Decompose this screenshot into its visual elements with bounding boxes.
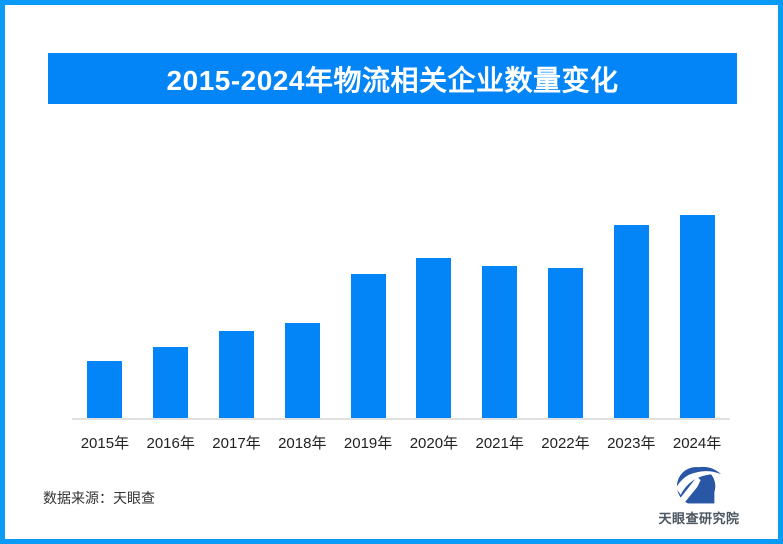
x-tick-label-2019: 2019年 (343, 435, 393, 452)
page-title: 2015-2024年物流相关企业数量变化 (166, 64, 619, 96)
bar-2021 (482, 266, 518, 418)
bar-2023 (613, 225, 649, 418)
bar-column (664, 215, 730, 418)
bar-2018 (284, 323, 320, 418)
bar-column (467, 215, 533, 418)
tianyancha-logo: 天眼查研究院 (651, 464, 747, 527)
tianyancha-eye-icon (675, 466, 723, 505)
bar-column (138, 215, 204, 418)
logo-text: 天眼查研究院 (658, 511, 740, 526)
x-axis-line (72, 418, 730, 420)
bar-2016 (153, 347, 189, 418)
bar-column (335, 215, 401, 418)
x-tick-label-2020: 2020年 (409, 435, 459, 452)
x-tick-label-2016: 2016年 (146, 435, 195, 452)
title-banner: 2015-2024年物流相关企业数量变化 (48, 53, 737, 104)
bar-2017 (218, 331, 254, 418)
x-tick-label-2015: 2015年 (80, 435, 130, 452)
x-tick-label-2024: 2024年 (672, 435, 722, 452)
x-tick-label-2022: 2022年 (541, 435, 590, 452)
bar-2022 (547, 268, 583, 418)
bar-column (533, 215, 599, 418)
plot-area (72, 215, 730, 418)
bar-2020 (416, 258, 452, 418)
bar-column (72, 215, 138, 418)
bar-column (401, 215, 467, 418)
x-tick-label-2021: 2021年 (475, 435, 524, 452)
x-tick-label-2023: 2023年 (607, 435, 656, 452)
bar-2024 (679, 215, 715, 418)
bar-2015 (87, 361, 123, 418)
bar-column (204, 215, 270, 418)
bar-2019 (350, 274, 386, 418)
x-tick-label-2018: 2018年 (278, 435, 327, 452)
x-axis-labels: 2015年 2016年 2017年 2018年 2019年 2020年 2021年 2022年… (72, 432, 730, 453)
x-tick-label-2017: 2017年 (212, 435, 261, 452)
data-source-note: 数据来源：天眼查 (43, 490, 155, 506)
bar-column (269, 215, 335, 418)
bar-column (598, 215, 664, 418)
